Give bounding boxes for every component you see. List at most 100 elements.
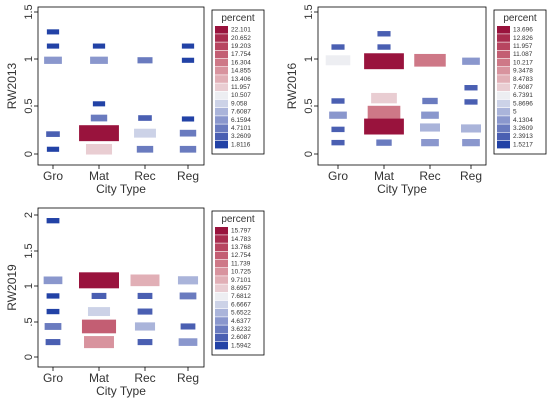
chart-1-legend-label: 4.7101: [231, 125, 251, 132]
chart-1-legend-swatch: [215, 67, 228, 75]
chart-1-legend-label: 10.507: [231, 92, 251, 99]
chart-2-tile: [329, 111, 347, 119]
chart-1-legend-label: 16.304: [231, 59, 251, 66]
chart-3-legend-swatch: [215, 251, 228, 260]
chart-2-legend-label: 13.696: [513, 27, 533, 34]
chart-3-plot-area: [37, 207, 205, 368]
chart-1-tile: [46, 146, 60, 152]
chart-3-x-axis-label: City Type: [96, 384, 146, 398]
chart-3-legend-swatch: [215, 292, 228, 301]
chart-2-legend-label: 6.7391: [513, 92, 533, 99]
chart-1-tile: [92, 43, 106, 49]
chart-1: 0 0.5 1 1.5 RW2013 Gro Mat Rec Reg City Type perce…: [5, 4, 265, 196]
chart-3-y-tick-label: .5: [23, 317, 35, 326]
chart-3-legend-swatch: [215, 309, 228, 317]
chart-2-legend-label: 11.957: [513, 43, 533, 50]
chart-3-x-tick-label: Gro: [43, 371, 63, 385]
chart-1-y-tick-label: 1: [23, 56, 35, 62]
chart-2: 0 0.5 1 1.5 RW2016 Gro Mat Rec Reg City Type perce…: [285, 4, 547, 196]
chart-2-y-tick-label: 0: [303, 151, 315, 157]
chart-2-tile: [364, 53, 404, 70]
chart-2-legend-swatch: [497, 99, 510, 108]
chart-2-legend-label: 5: [513, 109, 517, 116]
chart-3-legend-label: 2.6087: [231, 334, 251, 341]
chart-1-legend-swatch: [215, 58, 228, 67]
chart-3-legend-swatch: [215, 317, 228, 325]
chart-1-y-tick-label: 0.5: [23, 98, 35, 113]
chart-2-tile: [422, 97, 438, 105]
chart-3-y-tick-label: 2: [23, 212, 35, 218]
chart-2-tile: [371, 92, 397, 104]
chart-3-legend-label: 7.6812: [231, 293, 251, 300]
chart-1-y-tick-label: 0: [23, 151, 35, 157]
chart-3-legend-label: 13.768: [231, 244, 251, 251]
chart-3-tile: [91, 292, 107, 299]
chart-2-tile: [462, 57, 480, 65]
chart-2-legend-label: 2.3913: [513, 133, 533, 140]
chart-2-tile: [367, 105, 401, 119]
chart-1-tile: [134, 128, 156, 138]
chart-1-legend-swatch: [215, 50, 228, 59]
chart-1-legend-swatch: [215, 99, 228, 108]
chart-3-x-tick-label: Reg: [177, 371, 199, 385]
chart-2-tile: [464, 85, 478, 91]
chart-1-tile: [90, 56, 108, 64]
chart-1-legend-swatch: [215, 42, 228, 50]
chart-3-tile: [180, 323, 196, 330]
chart-1-legend-label: 17.754: [231, 51, 251, 58]
chart-1-legend-swatch: [215, 75, 228, 83]
chart-1-tile: [85, 144, 113, 155]
chart-3-legend-label: 6.6667: [231, 301, 251, 308]
chart-1-legend-swatch: [215, 26, 228, 34]
chart-1-tile: [179, 145, 197, 153]
chart-3-tile: [43, 276, 63, 285]
chart-3-y-tick-label: 0: [23, 354, 35, 360]
chart-3-legend-label: 5.6522: [231, 310, 251, 317]
chart-1-x-tick-label: Mat: [89, 169, 110, 183]
chart-2-legend-swatch: [497, 75, 510, 83]
chart-2-tile: [377, 31, 391, 37]
chart-1-legend-label: 13.406: [231, 76, 251, 83]
chart-1-legend-label: 9.058: [231, 100, 248, 107]
chart-1-legend-label: 19.203: [231, 43, 251, 50]
chart-1-x-tick-label: Reg: [177, 169, 199, 183]
chart-2-tile: [420, 123, 440, 132]
chart-1-tile: [46, 29, 60, 35]
chart-1-x-axis-label: City Type: [96, 182, 146, 196]
chart-2-legend-label: 3.2609: [513, 125, 533, 132]
chart-2-y-tick-label: 1: [303, 56, 315, 62]
chart-1-tile: [92, 101, 106, 107]
chart-3-legend-swatch: [215, 259, 228, 268]
chart-1-plot-area: [37, 6, 205, 166]
chart-1-x-tick-label: Rec: [134, 169, 155, 183]
chart-1-tile: [44, 56, 62, 64]
chart-3-legend-swatch: [215, 325, 228, 333]
chart-2-legend-swatch: [497, 132, 510, 141]
chart-1-tile: [181, 116, 195, 122]
chart-3-legend-swatch: [215, 341, 228, 350]
chart-1-legend-swatch: [215, 132, 228, 141]
chart-2-legend-label: 5.8696: [513, 100, 533, 107]
chart-2-legend-swatch: [497, 83, 510, 91]
chart-2-legend-swatch: [497, 124, 510, 132]
chart-3-x-tick-label: Mat: [89, 371, 110, 385]
chart-2-legend-label: 10.217: [513, 59, 533, 66]
chart-2-tile: [331, 139, 345, 146]
chart-1-tile: [79, 125, 119, 142]
chart-3-legend-title: percent: [221, 214, 255, 225]
chart-1-legend-label: 3.2609: [231, 133, 251, 140]
chart-3-tile: [46, 308, 60, 315]
chart-2-legend-label: 7.6087: [513, 84, 533, 91]
chart-3-legend-swatch: [215, 276, 228, 284]
chart-3-legend-swatch: [215, 227, 228, 235]
chart-3-legend-label: 14.783: [231, 236, 251, 243]
chart-1-legend-swatch: [215, 91, 228, 100]
chart-2-tile: [331, 44, 345, 50]
chart-2-legend-swatch: [497, 42, 510, 50]
chart-2-x-tick-label: Mat: [374, 169, 395, 183]
chart-3-tile: [137, 292, 153, 299]
